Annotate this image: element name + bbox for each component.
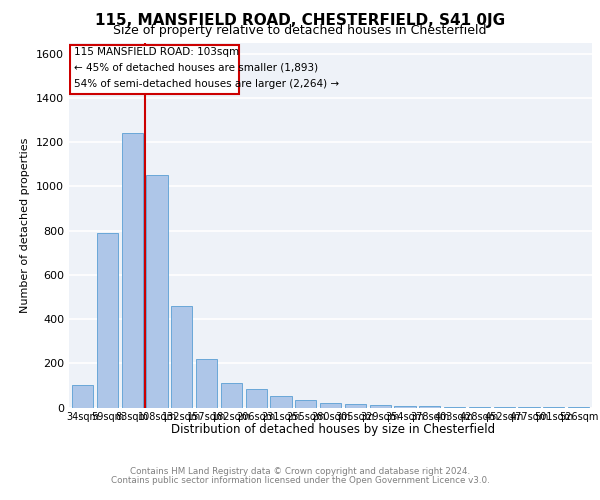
Bar [171,306,193,408]
Text: Contains HM Land Registry data © Crown copyright and database right 2024.: Contains HM Land Registry data © Crown c… [130,467,470,476]
Bar [444,406,465,408]
Bar [494,407,515,408]
Bar [370,406,391,407]
Bar [245,388,267,407]
Bar [295,400,316,407]
Y-axis label: Number of detached properties: Number of detached properties [20,138,31,312]
Bar [345,404,366,407]
Bar [122,133,143,407]
Bar [196,359,217,408]
Bar [271,396,292,407]
Bar [221,383,242,407]
Bar [72,386,93,407]
Text: Contains public sector information licensed under the Open Government Licence v3: Contains public sector information licen… [110,476,490,485]
Bar [320,403,341,407]
FancyBboxPatch shape [70,44,239,94]
Bar [97,232,118,408]
Text: 115, MANSFIELD ROAD, CHESTERFIELD, S41 0JG: 115, MANSFIELD ROAD, CHESTERFIELD, S41 0… [95,12,505,28]
Bar [394,406,416,407]
Text: Size of property relative to detached houses in Chesterfield: Size of property relative to detached ho… [113,24,487,37]
Bar [469,407,490,408]
Text: 115 MANSFIELD ROAD: 103sqm
← 45% of detached houses are smaller (1,893)
54% of s: 115 MANSFIELD ROAD: 103sqm ← 45% of deta… [74,48,339,88]
Text: Distribution of detached houses by size in Chesterfield: Distribution of detached houses by size … [171,422,495,436]
Bar [419,406,440,408]
Bar [146,175,167,408]
